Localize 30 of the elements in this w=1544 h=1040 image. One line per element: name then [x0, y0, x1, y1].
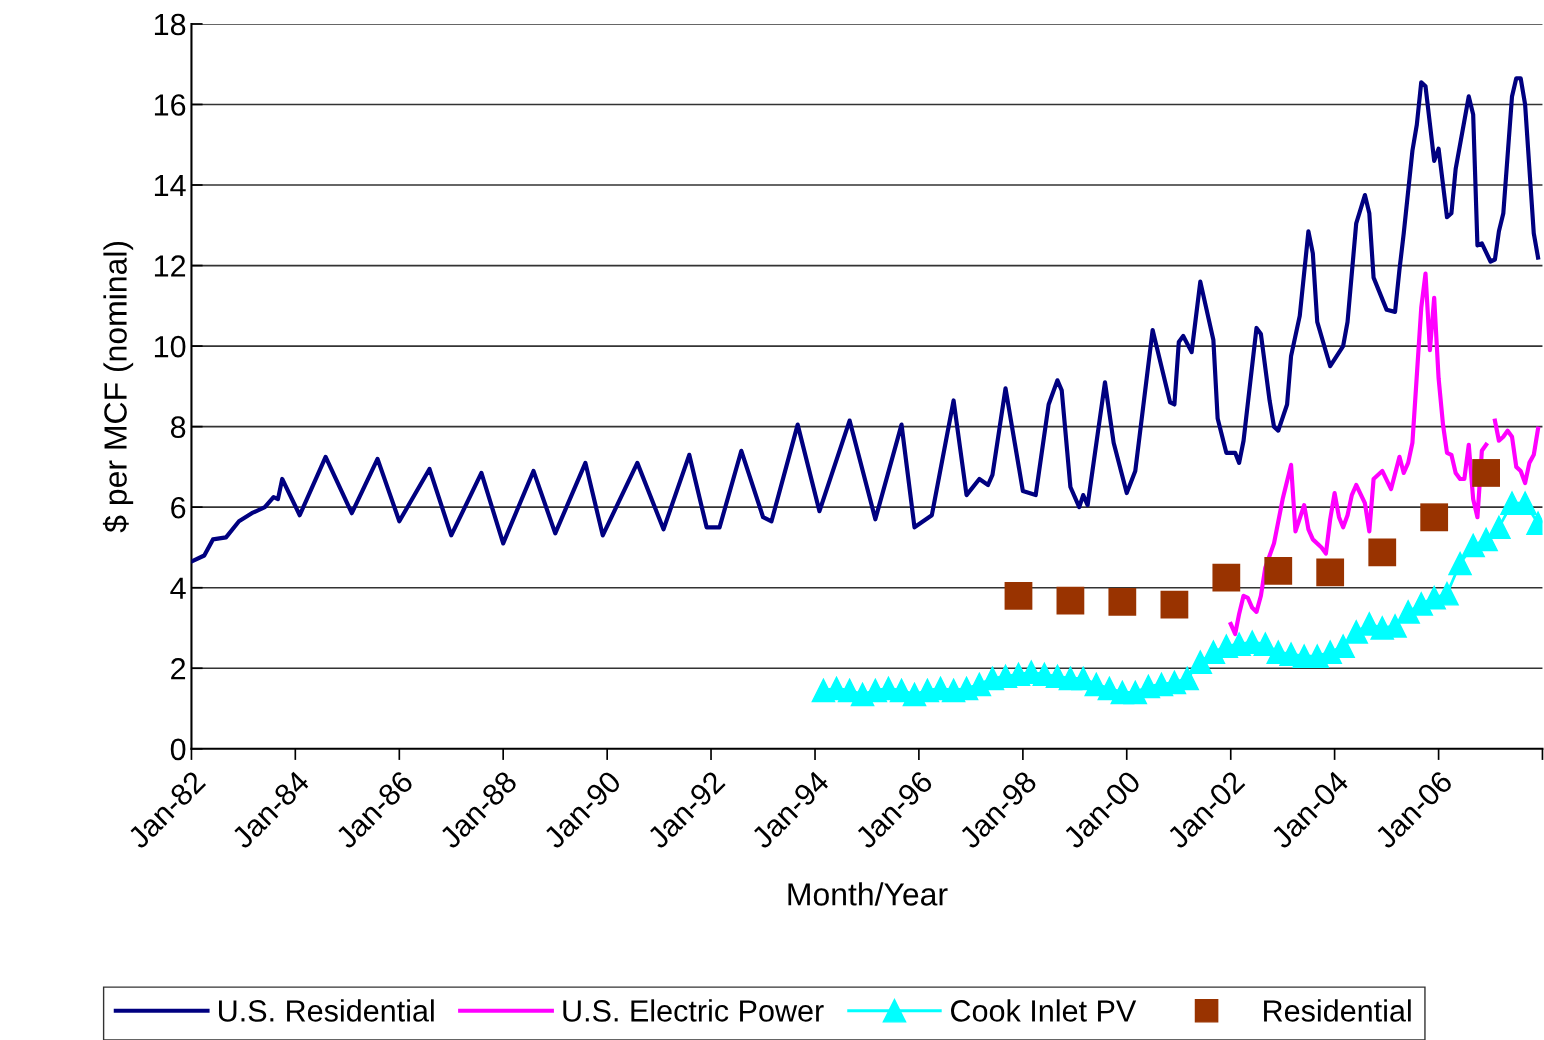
y-tick-label: 16 [154, 94, 186, 116]
legend-label: U.S. Residential [219, 999, 434, 1022]
point [1212, 563, 1241, 592]
y-tick-label: 18 [154, 13, 186, 36]
point [1420, 503, 1449, 532]
y-tick-label: 14 [154, 175, 186, 197]
y-axis-title: $ per MCF (nominal) [102, 241, 134, 533]
line-series [191, 76, 1541, 564]
point [1316, 558, 1345, 587]
point [1448, 551, 1472, 576]
point [1368, 538, 1397, 567]
y-tick-label: 0 [170, 738, 186, 761]
y-tick-label: 6 [171, 496, 186, 519]
y-tick-label: 2 [171, 657, 186, 680]
point [1487, 515, 1511, 540]
point [1056, 586, 1085, 615]
x-axis-title: Month/Year [788, 882, 948, 906]
point [1188, 650, 1213, 675]
point [1108, 587, 1137, 616]
legend-label: U.S. Electric Power [563, 999, 824, 1022]
point [1160, 590, 1189, 619]
y-tick-label: 8 [170, 416, 186, 438]
point [1472, 459, 1500, 487]
y-tick-label: 12 [154, 255, 186, 277]
legend-label: Cook Inlet PV [951, 999, 1137, 1022]
point [1004, 581, 1033, 610]
legend-label: Residential [1264, 999, 1411, 1022]
point [1264, 556, 1293, 585]
y-tick-label: 4 [170, 577, 186, 599]
y-tick-label: 10 [154, 335, 186, 358]
